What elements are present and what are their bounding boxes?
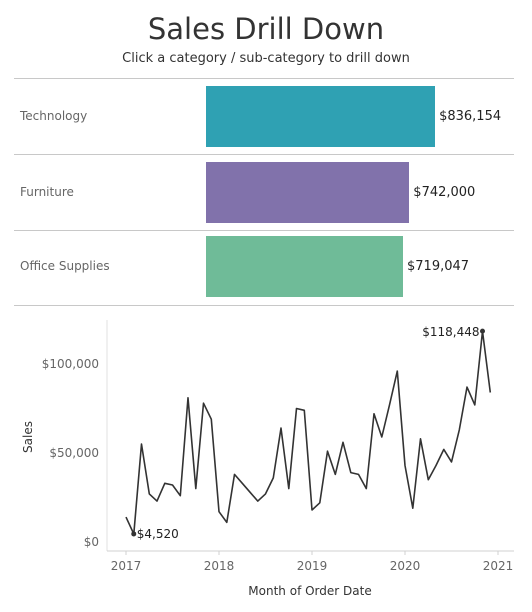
divider [14, 154, 514, 155]
category-value-label: $719,047 [407, 259, 470, 274]
annotation-label: $4,520 [137, 527, 179, 541]
divider [14, 230, 514, 231]
category-value-label: $742,000 [413, 185, 476, 200]
category-row-furniture[interactable]: Furniture $742,000 [14, 155, 514, 230]
x-axis: 2017 2018 2019 2020 2021 [111, 551, 514, 573]
annotated-point [131, 531, 137, 537]
y-tick-label: $0 [84, 535, 99, 549]
category-label: Technology [20, 109, 88, 123]
sales-trend-chart: $0 $50,000 $100,000 2017 2018 2019 2020 2021 S… [21, 320, 514, 598]
sales-series-line [125, 330, 492, 535]
annotated-point [480, 328, 485, 334]
category-row-technology[interactable]: Technology $836,154 [14, 79, 514, 154]
dashboard-subtitle: Click a category / sub-category to drill… [122, 51, 410, 66]
divider [14, 78, 514, 79]
y-axis: $0 $50,000 $100,000 [42, 357, 99, 549]
category-row-office-supplies[interactable]: Office Supplies $719,047 [14, 229, 514, 304]
x-tick-label: 2018 [204, 559, 235, 573]
y-axis-title: Sales [21, 421, 35, 453]
y-tick-label: $100,000 [42, 357, 99, 371]
x-tick-label: 2017 [111, 559, 142, 573]
x-tick-label: 2020 [390, 559, 421, 573]
category-value-label: $836,154 [439, 109, 502, 124]
category-label: Furniture [20, 185, 74, 199]
sales-points: $4,520 $118,448 [131, 325, 485, 541]
category-bar[interactable] [206, 162, 410, 223]
category-label: Office Supplies [20, 259, 110, 273]
category-bar[interactable] [206, 236, 404, 297]
divider [14, 305, 514, 306]
x-axis-title: Month of Order Date [248, 584, 371, 598]
dashboard-title: Sales Drill Down [147, 12, 385, 46]
x-tick-label: 2019 [297, 559, 328, 573]
category-bar[interactable] [206, 86, 436, 147]
y-tick-label: $50,000 [49, 446, 99, 460]
annotation-label: $118,448 [422, 325, 479, 339]
x-tick-label: 2021 [483, 559, 514, 573]
